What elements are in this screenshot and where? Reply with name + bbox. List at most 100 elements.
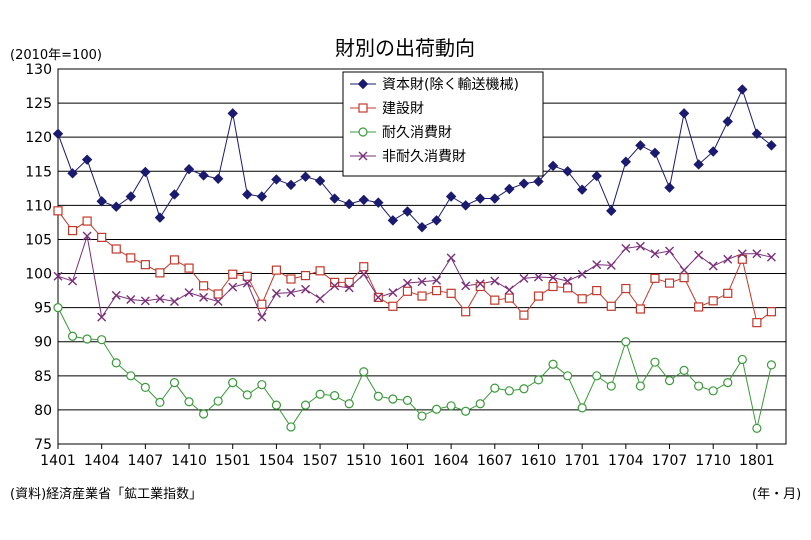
data-point xyxy=(111,290,121,300)
data-point xyxy=(52,128,64,139)
data-point xyxy=(533,291,544,301)
data-point xyxy=(198,170,209,181)
data-point xyxy=(96,196,107,207)
data-point xyxy=(169,378,180,388)
data-point xyxy=(155,397,165,408)
data-point xyxy=(417,411,427,421)
data-point xyxy=(67,225,78,236)
data-point xyxy=(111,358,121,368)
data-point xyxy=(97,335,107,345)
data-point xyxy=(257,299,267,309)
data-point xyxy=(184,263,194,273)
data-point xyxy=(126,371,136,381)
data-point xyxy=(301,284,311,294)
data-point xyxy=(125,191,137,202)
series-points-3 xyxy=(53,231,776,322)
data-point xyxy=(432,275,442,285)
x-tick-label: 1710 xyxy=(695,453,731,469)
x-tick-label: 1610 xyxy=(521,453,557,469)
y-tick-label: 90 xyxy=(34,335,52,351)
data-point xyxy=(562,283,573,293)
data-point xyxy=(97,232,107,243)
data-point xyxy=(635,140,646,151)
data-point xyxy=(358,194,369,206)
series-points-2 xyxy=(53,303,777,433)
data-point xyxy=(650,273,660,283)
data-point xyxy=(679,273,689,283)
data-point xyxy=(635,241,645,251)
data-point xyxy=(53,271,63,281)
legend-marker xyxy=(358,151,368,161)
data-point xyxy=(140,260,150,270)
data-point xyxy=(431,404,442,414)
data-point xyxy=(460,200,471,211)
data-point xyxy=(504,293,514,303)
data-point xyxy=(286,274,296,284)
data-point xyxy=(694,381,704,391)
data-point xyxy=(67,168,78,179)
data-point xyxy=(402,206,413,217)
x-tick-label: 1507 xyxy=(302,453,338,469)
data-point xyxy=(111,201,122,212)
data-point xyxy=(621,283,631,294)
data-point xyxy=(445,191,457,202)
legend-marker xyxy=(358,127,368,137)
data-point xyxy=(577,269,587,279)
data-point xyxy=(649,147,661,159)
x-axis-ticks: 1401 1404 1407 1410 1501 1504 1507 1510 1601 1604… xyxy=(40,444,775,469)
data-point xyxy=(461,307,471,317)
data-point xyxy=(665,246,675,256)
x-tick-label: 1401 xyxy=(40,453,76,469)
data-point xyxy=(388,394,398,404)
legend-label: 非耐久消費財 xyxy=(382,149,466,165)
data-point xyxy=(402,395,413,405)
data-point xyxy=(373,292,383,302)
data-point xyxy=(416,221,428,233)
data-point xyxy=(518,178,530,189)
data-point xyxy=(708,261,718,271)
data-point xyxy=(155,294,165,304)
data-point xyxy=(315,294,325,304)
data-point xyxy=(490,276,500,286)
data-point xyxy=(271,265,281,275)
data-point xyxy=(533,176,544,187)
data-point xyxy=(490,295,500,305)
data-point xyxy=(533,272,543,282)
y-tick-label: 85 xyxy=(34,369,52,385)
data-point xyxy=(82,216,92,226)
y-tick-label: 125 xyxy=(25,96,52,112)
data-point xyxy=(271,174,282,185)
data-point xyxy=(373,197,384,208)
data-point xyxy=(592,285,602,296)
y-tick-label: 105 xyxy=(25,232,52,248)
data-point xyxy=(53,303,63,313)
data-point xyxy=(723,378,733,388)
data-point xyxy=(620,156,632,167)
y-tick-label: 120 xyxy=(25,130,52,146)
data-point xyxy=(373,391,383,401)
data-point xyxy=(650,249,660,259)
data-point xyxy=(330,390,340,401)
legend-marker xyxy=(358,103,368,113)
x-tick-label: 1601 xyxy=(390,453,426,469)
data-point xyxy=(606,260,616,270)
data-point xyxy=(693,159,704,170)
data-point xyxy=(461,406,471,416)
data-point xyxy=(329,193,340,204)
data-point xyxy=(548,281,558,292)
data-point xyxy=(547,160,559,172)
data-point xyxy=(228,269,238,279)
data-point xyxy=(402,286,413,296)
data-point xyxy=(592,260,602,270)
data-point xyxy=(475,279,485,289)
legend-box xyxy=(342,71,544,177)
legend-label: 建設財 xyxy=(382,101,424,117)
x-tick-label: 1604 xyxy=(433,453,469,469)
data-point xyxy=(475,281,485,292)
series-points-1 xyxy=(53,206,777,328)
data-point xyxy=(343,198,355,210)
data-point xyxy=(664,375,675,386)
data-point xyxy=(154,212,166,223)
data-point xyxy=(82,231,92,241)
